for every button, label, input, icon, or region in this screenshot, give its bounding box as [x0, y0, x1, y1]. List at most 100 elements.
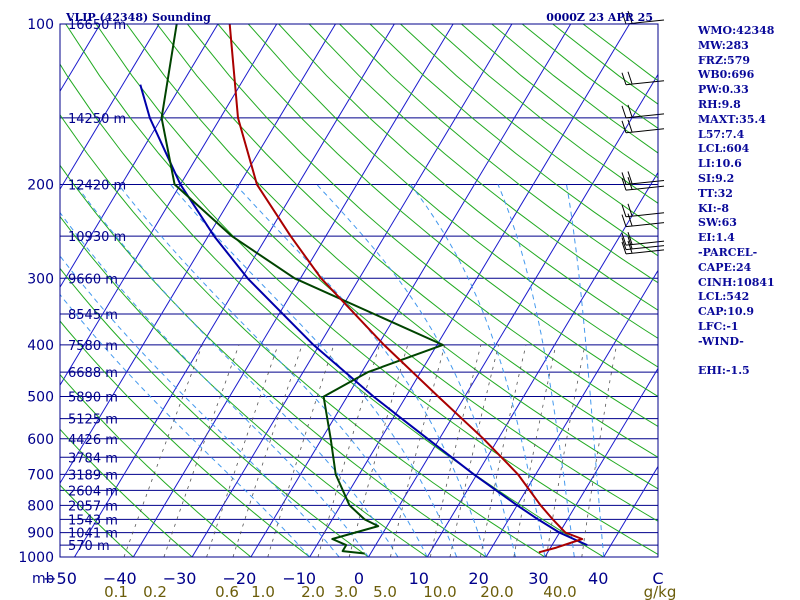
- height-label: 570 m: [68, 539, 110, 554]
- temperature-tick-label: 30: [528, 569, 548, 588]
- mixing-ratio-line: [206, 344, 279, 557]
- mixing-ratio-line: [513, 344, 557, 557]
- sounding-index: LI:10.6: [698, 157, 742, 171]
- mixing-ratio-line: [267, 344, 335, 557]
- pressure-tick-label: 800: [27, 498, 54, 514]
- mixing-ratio-line: [232, 344, 303, 557]
- sounding-index: -WIND-: [698, 334, 744, 348]
- pressure-tick-label: 900: [27, 526, 54, 542]
- dry-adiabat: [60, 63, 604, 557]
- pressure-tick-label: 1000: [18, 550, 54, 566]
- pressure-unit-label: mb: [32, 571, 55, 587]
- mixing-ratio-tick-label: 2.0: [301, 583, 325, 600]
- stats-spacer: [698, 350, 798, 365]
- station-title: VLIP (42348) Sounding: [65, 11, 211, 24]
- isotherm-line: [60, 24, 278, 387]
- mixing-ratio-line: [390, 344, 446, 557]
- height-label: 16650 m: [68, 18, 126, 33]
- sounding-index: TT:32: [698, 186, 733, 200]
- moist-adiabat: [170, 184, 458, 557]
- height-label: 9660 m: [68, 272, 118, 287]
- sounding-index: CINH:10841: [698, 275, 775, 289]
- isotherm-line: [544, 367, 658, 557]
- moist-adiabat: [60, 211, 369, 557]
- height-label: 3189 m: [68, 468, 118, 483]
- mixing-ratio-tick-label: 0.1: [104, 583, 128, 600]
- isotherm-line: [250, 24, 572, 557]
- dry-adiabat: [60, 215, 428, 557]
- plot-frame: [59, 23, 659, 558]
- height-label: 5890 m: [68, 391, 118, 406]
- sounding-index: LFC:-1: [698, 319, 739, 333]
- temperature-tick-label: −20: [223, 569, 257, 588]
- mixing-ratio-unit-label: g/kg: [644, 583, 677, 600]
- isotherm-line: [74, 24, 395, 557]
- height-label: 14250 m: [68, 112, 126, 127]
- sounding-index: FRZ:579: [698, 53, 751, 67]
- wind-barb: [621, 10, 665, 25]
- pressure-tick-label: 200: [27, 177, 54, 193]
- mixing-ratio-tick-label: 1.0: [251, 583, 275, 600]
- height-label: 1041 m: [68, 527, 118, 542]
- sounding-index: SI:9.2: [698, 171, 735, 185]
- mixing-ratio-tick-label: 5.0: [373, 583, 397, 600]
- mixing-ratio-line: [546, 344, 586, 557]
- height-label: 12420 m: [68, 178, 126, 193]
- mixing-ratio-tick-label: 40.0: [543, 583, 576, 600]
- moist-adiabat: [235, 184, 487, 557]
- isotherm-line: [60, 24, 160, 191]
- dry-adiabat: [60, 113, 546, 557]
- mixing-ratio-line: [123, 344, 203, 557]
- dry-adiabat: [156, 24, 658, 458]
- height-label: 7580 m: [68, 339, 118, 354]
- sounding-time: 0000Z 23 APR 25: [546, 11, 653, 24]
- sounding-index: KI:-8: [698, 201, 729, 215]
- dry-adiabat: [60, 484, 134, 557]
- temperature-tick-label: −50: [43, 569, 77, 588]
- dewpoint-trace: [160, 24, 444, 555]
- diagram-grid: [60, 24, 658, 557]
- isotherm-line: [485, 269, 658, 557]
- sounding-index: EI:1.4: [698, 231, 735, 245]
- sounding-index: WMO:42348: [698, 24, 775, 37]
- mixing-ratio-tick-label: 20.0: [480, 583, 513, 600]
- pressure-tick-label: 600: [27, 432, 54, 448]
- mixing-ratio-line: [581, 344, 617, 557]
- temperature-unit-label: C: [652, 569, 663, 588]
- mixing-ratio-tick-label: 3.0: [334, 583, 358, 600]
- moist-adiabat: [117, 184, 428, 557]
- temperature-tick-label: −40: [103, 569, 137, 588]
- mixing-ratio-tick-label: 0.6: [215, 583, 239, 600]
- moist-adiabat: [410, 184, 546, 557]
- pressure-tick-label: 100: [27, 17, 54, 33]
- isotherm-line: [60, 24, 336, 485]
- isotherm-line: [191, 24, 513, 557]
- height-label: 2604 m: [68, 484, 118, 499]
- height-label: 3784 m: [68, 451, 118, 466]
- temperature-tick-label: 10: [409, 569, 429, 588]
- temperature-trace: [228, 24, 584, 554]
- dry-adiabat: [339, 24, 658, 284]
- height-label: 4426 m: [68, 433, 118, 448]
- moist-adiabat: [60, 255, 340, 557]
- height-label: 1543 m: [68, 513, 118, 528]
- dry-adiabat: [60, 267, 369, 557]
- dry-adiabat: [60, 373, 252, 557]
- sounding-indices: WMO:42348 MW:283 FRZ:579 WB0:696 PW:0.33 RH:9…: [698, 24, 798, 379]
- isotherm-line: [309, 24, 630, 557]
- mixing-ratio-tick-label: 10.0: [423, 583, 456, 600]
- sounding-index: LCL:604: [698, 142, 750, 156]
- pressure-tick-label: 300: [27, 271, 54, 287]
- height-label: 6688 m: [68, 366, 118, 381]
- pressure-tick-label: 700: [27, 467, 54, 483]
- moist-adiabat: [75, 184, 399, 557]
- height-label: 8545 m: [68, 308, 118, 323]
- dry-adiabat: [60, 428, 193, 557]
- pressure-tick-label: 500: [27, 390, 54, 406]
- dry-adiabat: [60, 164, 487, 557]
- dry-adiabat: [278, 24, 658, 339]
- height-label: 5125 m: [68, 413, 118, 428]
- dry-adiabat: [65, 24, 658, 555]
- mixing-ratio-line: [480, 344, 527, 557]
